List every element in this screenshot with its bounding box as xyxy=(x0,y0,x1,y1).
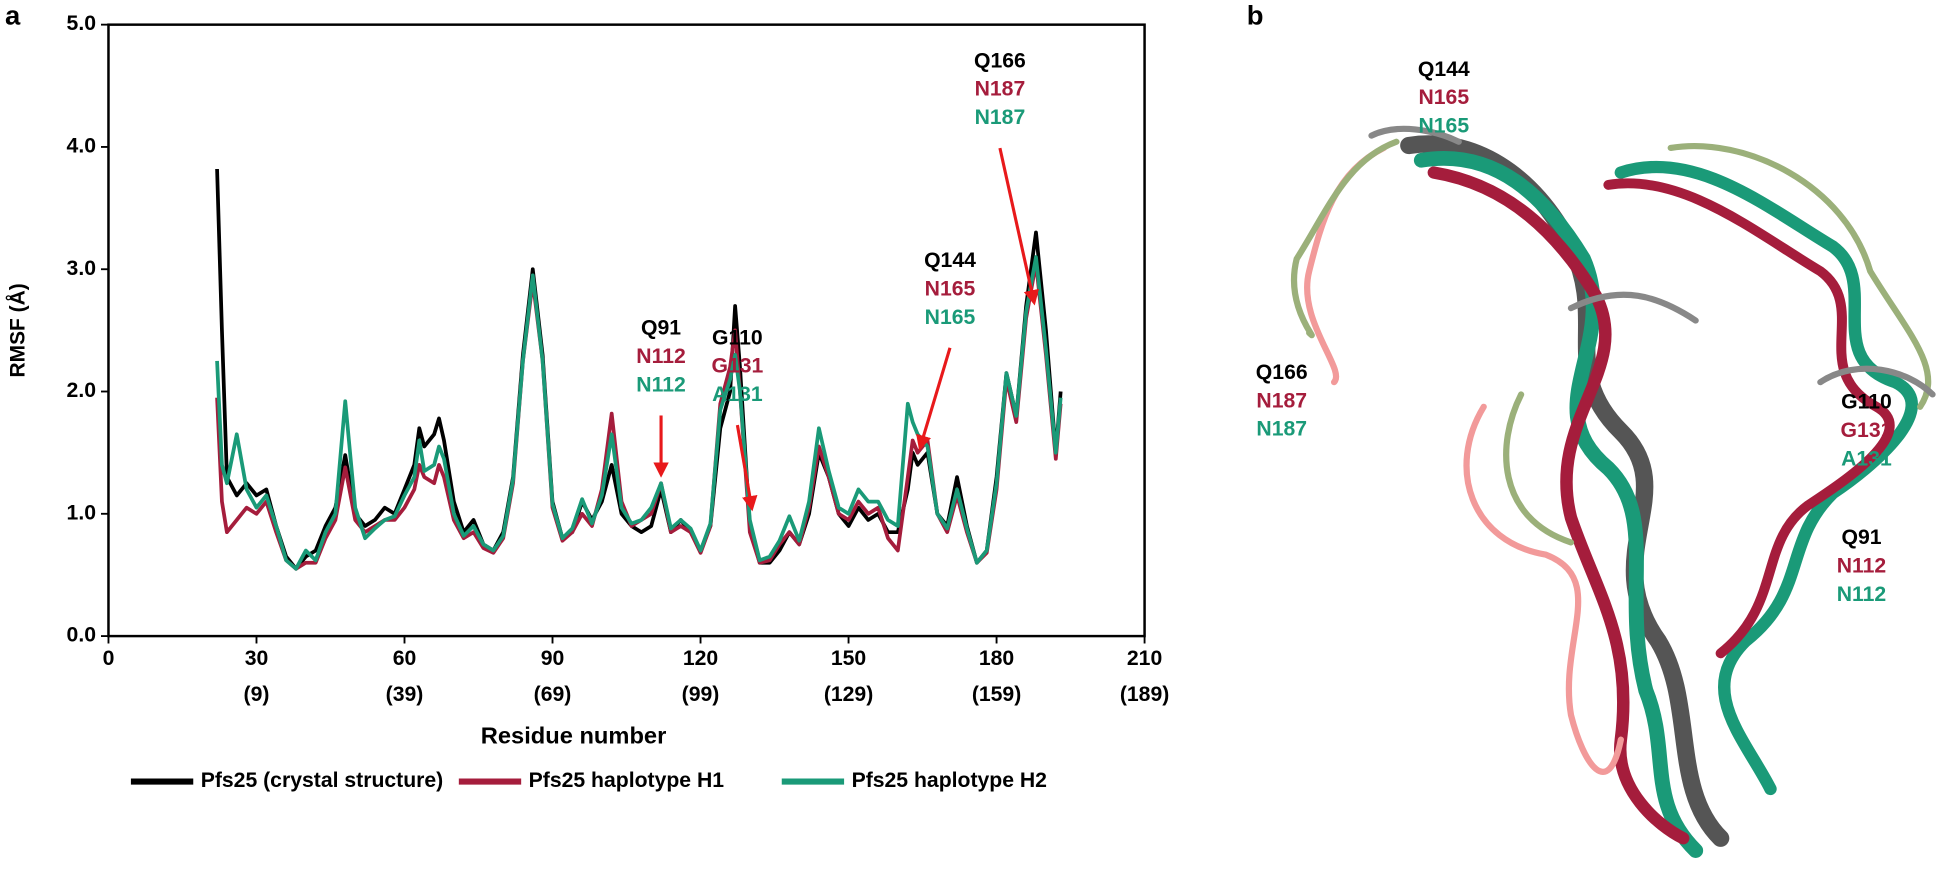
ribbon xyxy=(1413,151,1704,858)
x-tick-sublabel: (129) xyxy=(824,683,873,706)
structure-label: G110 xyxy=(1841,391,1892,414)
panel-label: a xyxy=(5,0,21,30)
annotation-text: N112 xyxy=(636,374,685,397)
x-tick-label: 30 xyxy=(245,647,269,670)
x-tick-label: 150 xyxy=(831,647,866,670)
annotation-text: Q144 xyxy=(924,249,976,272)
ribbon xyxy=(1603,178,1895,659)
annotation-text: N187 xyxy=(975,106,1026,129)
plot-frame xyxy=(107,23,1146,638)
structure-label: Q144 xyxy=(1418,58,1470,81)
x-tick-label: 180 xyxy=(979,647,1014,670)
x-tick-sublabel: (189) xyxy=(1120,683,1169,706)
x-tick-sublabel: (69) xyxy=(534,683,572,706)
x-axis-title: Residue number xyxy=(481,722,667,748)
loop xyxy=(1291,138,1932,546)
x-tick-sublabel: (9) xyxy=(244,683,270,706)
y-tick-label: 1.0 xyxy=(67,501,96,524)
annotation-text: Q166 xyxy=(974,49,1026,72)
structure-label: G131 xyxy=(1841,419,1893,442)
annotation-arrow xyxy=(735,424,758,512)
structure-label: N165 xyxy=(1418,115,1469,138)
legend-label: Pfs25 haplotype H2 xyxy=(852,769,1047,792)
x-tick-sublabel: (159) xyxy=(972,683,1021,706)
x-tick-label: 60 xyxy=(393,647,417,670)
panel-label: b xyxy=(1247,0,1264,30)
annotation-text: G131 xyxy=(711,355,763,378)
structure-label: N187 xyxy=(1256,418,1307,441)
structure-label: A131 xyxy=(1841,447,1892,470)
annotation-arrow xyxy=(998,147,1040,306)
legend-label: Pfs25 (crystal structure) xyxy=(201,769,444,792)
structure-labels: Q144 N165 N165 Q166 N187 N187 G110 G131 A131 Q91 N… xyxy=(1256,58,1893,606)
annotation-arrow xyxy=(916,347,952,451)
ribbon xyxy=(1427,166,1690,845)
structure-label: N187 xyxy=(1256,390,1307,413)
structure-label: N112 xyxy=(1837,555,1886,578)
y-tick-label: 5.0 xyxy=(67,12,96,35)
ribbon xyxy=(1614,160,1918,796)
annotation-text: N112 xyxy=(636,345,685,368)
annotation-text: N165 xyxy=(925,278,976,301)
protein-structure xyxy=(1291,125,1936,858)
loop xyxy=(1368,125,1936,398)
series-line xyxy=(215,255,1063,571)
legend-label: Pfs25 haplotype H1 xyxy=(529,769,725,792)
annotation-text: G110 xyxy=(712,326,763,349)
y-tick-label: 3.0 xyxy=(67,257,96,280)
x-tick-sublabel: (99) xyxy=(682,683,720,706)
x-tick-sublabel: (39) xyxy=(386,683,424,706)
series-line xyxy=(215,168,1063,571)
annotation-text: Q91 xyxy=(641,317,681,340)
y-axis-title: RMSF (Å) xyxy=(5,283,29,377)
annotation-text: N165 xyxy=(925,306,976,329)
y-tick-label: 2.0 xyxy=(67,379,96,402)
structure-label: N112 xyxy=(1837,583,1886,606)
x-tick-label: 0 xyxy=(103,647,115,670)
structure-label: Q91 xyxy=(1841,526,1881,549)
y-tick-label: 4.0 xyxy=(67,135,96,158)
structure-label: N165 xyxy=(1418,86,1469,109)
x-tick-label: 210 xyxy=(1127,647,1162,670)
y-tick-label: 0.0 xyxy=(67,624,96,647)
structure-label: Q166 xyxy=(1256,361,1308,384)
annotation-text: N187 xyxy=(975,78,1026,101)
annotation-text: A131 xyxy=(712,383,763,406)
x-tick-label: 90 xyxy=(541,647,565,670)
x-tick-label: 120 xyxy=(683,647,718,670)
